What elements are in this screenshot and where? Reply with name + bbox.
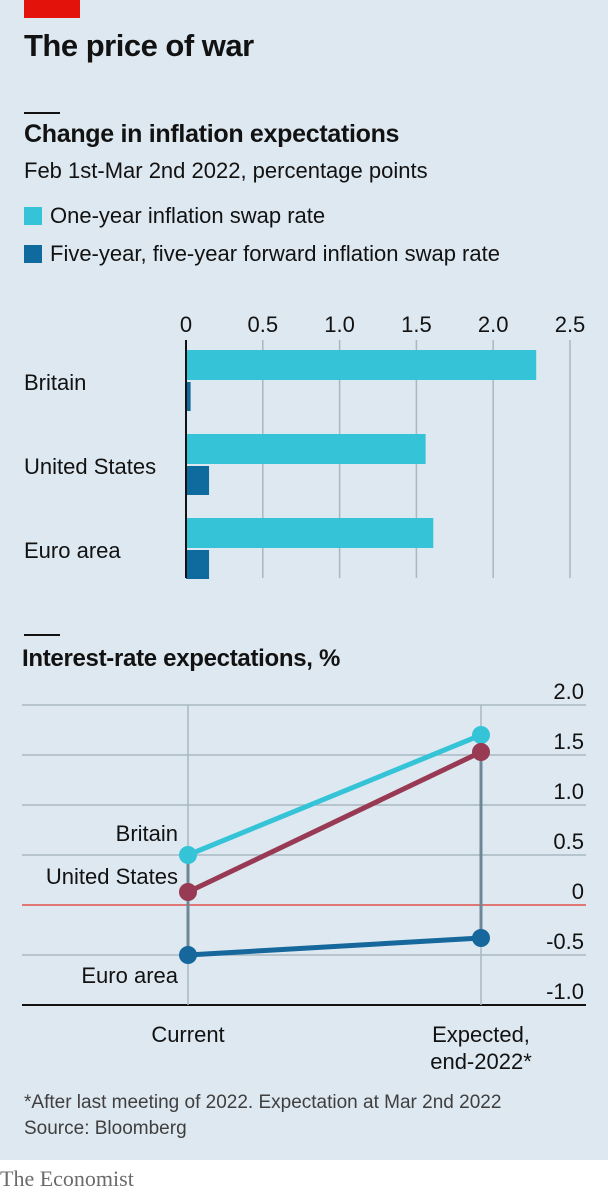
chart2-rule [24, 634, 60, 636]
legend-swatch-one-year [24, 207, 42, 225]
series-label-euro-area: Euro area [81, 963, 178, 988]
source-note: Source: Bloomberg [24, 1118, 187, 1139]
x-tick-label: 2.0 [478, 312, 509, 337]
x-tick-label: 0.5 [248, 312, 279, 337]
series-label-united-states: United States [46, 864, 178, 889]
chart1-subtitle: Feb 1st-Mar 2nd 2022, percentage points [24, 158, 428, 183]
publisher-logo: The Economist [0, 1166, 134, 1191]
point-euro-area-expected [472, 929, 490, 947]
x-category-label: Current [151, 1022, 224, 1047]
x-tick-label: 1.5 [401, 312, 432, 337]
y-tick-label: -1.0 [546, 979, 584, 1004]
legend-label-five-year: Five-year, five-year forward inflation s… [50, 241, 500, 266]
y-tick-label: 2.0 [553, 679, 584, 704]
category-label-united-states: United States [24, 454, 156, 479]
footnote: *After last meeting of 2022. Expectation… [24, 1092, 502, 1113]
main-title: The price of war [24, 28, 254, 63]
series-line-euro-area [187, 935, 482, 958]
line-chart: 2.0 1.5 1.0 0.5 0 -0.5 -1.0 Britain United State… [22, 679, 586, 1074]
point-britain-current [179, 846, 197, 864]
series-line-united-states [186, 749, 483, 895]
y-tick-label: -0.5 [546, 929, 584, 954]
bar-united-states-five-year [186, 466, 210, 495]
series-line-britain [187, 732, 482, 858]
chart1-title: Change in inflation expectations [24, 120, 400, 148]
bar-chart: 0 0.5 1.0 1.5 2.0 2.5 Britain United States Euro… [24, 312, 586, 579]
y-tick-label: 0 [572, 879, 584, 904]
x-category-label: Expected, [432, 1022, 530, 1047]
y-tick-label: 1.5 [553, 729, 584, 754]
point-britain-expected [472, 726, 490, 744]
legend-swatch-five-year [24, 245, 42, 263]
point-united-states-expected [472, 743, 490, 761]
bar-britain-five-year [186, 382, 191, 411]
brand-red-tab [24, 0, 80, 18]
x-tick-label: 2.5 [555, 312, 586, 337]
y-tick-label: 1.0 [553, 779, 584, 804]
x-category-label: end-2022* [430, 1049, 532, 1074]
x-tick-label: 0 [180, 312, 192, 337]
category-label-euro-area: Euro area [24, 538, 121, 563]
bar-euro-area-one-year [186, 518, 434, 548]
x-tick-label: 1.0 [324, 312, 355, 337]
series-label-britain: Britain [116, 821, 178, 846]
point-euro-area-current [179, 946, 197, 964]
point-united-states-current [179, 883, 197, 901]
bar-united-states-one-year [186, 434, 426, 464]
chart2-title: Interest-rate expectations, % [22, 645, 341, 672]
chart-panel [0, 0, 608, 1160]
y-tick-label: 0.5 [553, 829, 584, 854]
legend-label-one-year: One-year inflation swap rate [50, 203, 326, 228]
bar-britain-one-year [186, 350, 537, 380]
bar-euro-area-five-year [186, 550, 210, 579]
category-label-britain: Britain [24, 370, 86, 395]
chart1-rule [24, 112, 60, 114]
